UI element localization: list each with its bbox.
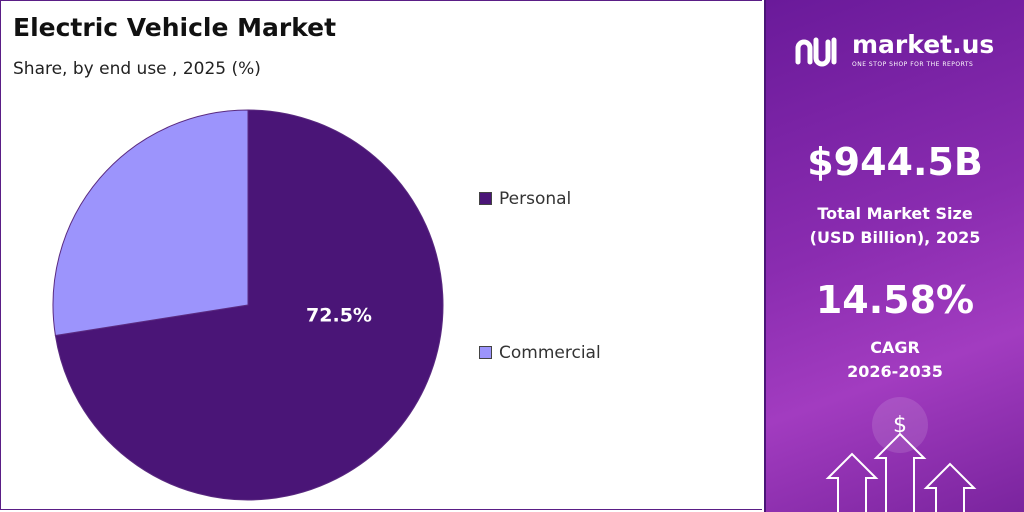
legend-swatch — [479, 346, 492, 359]
pie-chart: 72.5% — [52, 109, 444, 501]
chart-title: Electric Vehicle Market — [13, 13, 337, 42]
market-size-label: Total Market Size (USD Billion), 2025 — [809, 204, 981, 247]
chart-area: Electric Vehicle Market Share, by end us… — [0, 0, 762, 510]
arrows — [825, 432, 977, 512]
legend-item: Personal — [479, 185, 603, 213]
tagline: ONE STOP SHOP FOR THE REPORTS — [852, 61, 974, 68]
panel-decor: $ — [795, 37, 977, 512]
coin — [872, 397, 928, 453]
data-label: 72.5% — [306, 305, 372, 327]
legend-label: Personal — [499, 189, 572, 209]
legend-swatch — [479, 192, 492, 205]
logo — [795, 37, 837, 67]
market-size: $944.5B — [807, 140, 983, 184]
cagr: 14.58% — [815, 278, 975, 322]
brand: market.us — [852, 30, 995, 59]
pie-slice — [52, 109, 249, 337]
legend-item: Commercial — [479, 339, 603, 367]
dollar-icon: $ — [893, 413, 907, 438]
cagr-label: CAGR 2026-2035 — [847, 338, 943, 381]
chart-subtitle: Share, by end use , 2025 (%) — [13, 59, 261, 79]
info-panel: $ market.us ONE STOP SHOP FOR THE REPORT… — [764, 0, 1024, 512]
legend-label: Commercial — [499, 343, 601, 363]
pie-slice — [54, 109, 444, 501]
